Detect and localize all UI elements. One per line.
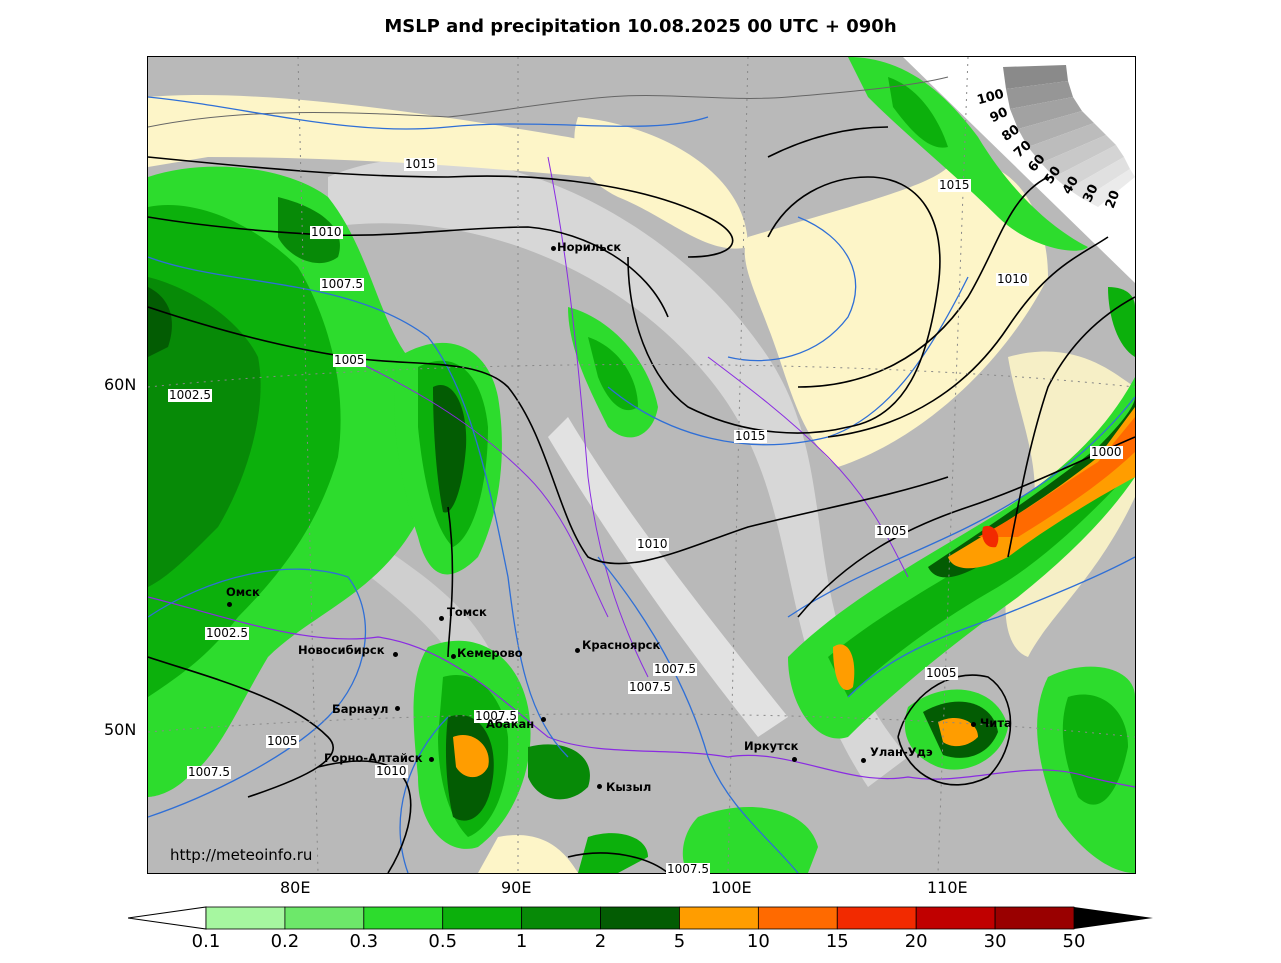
isobar-label: 1000 <box>1090 445 1123 459</box>
colorbar-tick-label: 5 <box>673 931 686 952</box>
isobar-label: 1007.5 <box>666 862 710 876</box>
isobar-label: 1010 <box>310 225 343 239</box>
colorbar-tick-label: 50 <box>1062 931 1086 952</box>
lon-label-80e: 80E <box>280 878 311 897</box>
city-marker <box>575 648 580 653</box>
city-marker <box>429 757 434 762</box>
colorbar-cell <box>442 906 523 930</box>
isobar-label: 1002.5 <box>205 626 249 640</box>
colorbar-cell <box>205 906 286 930</box>
colorbar-cell <box>521 906 601 930</box>
city-marker <box>541 717 546 722</box>
city-marker <box>792 757 797 762</box>
isobar-label: 1007.5 <box>474 709 518 723</box>
colorbar-cell <box>994 906 1075 930</box>
isobar-label: 1007.5 <box>320 277 364 291</box>
city-label-omsk: Омск <box>226 585 260 599</box>
isobar-label: 1007.5 <box>628 680 672 694</box>
colorbar-tick-label: 0.3 <box>349 931 379 952</box>
colorbar-tick-label: 0.5 <box>428 931 458 952</box>
city-label-kemerovo: Кемерово <box>457 646 523 660</box>
city-label-norilsk: Норильск <box>557 240 622 254</box>
isobar-label: 1007.5 <box>653 662 697 676</box>
city-label-irkutsk: Иркутск <box>744 739 799 753</box>
isobar-label: 1007.5 <box>187 765 231 779</box>
colorbar-cell <box>600 906 680 930</box>
city-label-krasnoyarsk: Красноярск <box>582 638 661 652</box>
colorbar-tick-label: 0.2 <box>270 931 300 952</box>
lon-label-90e: 90E <box>501 878 532 897</box>
isobar-label: 1010 <box>375 764 408 778</box>
isobar-label: 1015 <box>734 429 767 443</box>
isobar-label: 1005 <box>333 353 366 367</box>
city-label-barnaul: Барнаул <box>332 702 389 716</box>
watermark-url: http://meteoinfo.ru <box>170 846 313 864</box>
isobar-label: 1010 <box>636 537 669 551</box>
cloud-fan-scale <box>1003 65 1135 207</box>
colorbar-tick-label: 2 <box>594 931 607 952</box>
isobar-label: 1015 <box>938 178 971 192</box>
city-marker <box>393 652 398 657</box>
colorbar-cell <box>757 906 838 930</box>
city-marker <box>861 758 866 763</box>
city-label-kyzyl: Кызыл <box>606 780 652 794</box>
colorbar-cell <box>836 906 917 930</box>
colorbar-cell <box>915 906 996 930</box>
city-label-ulan-ude: Улан-Удэ <box>870 745 933 759</box>
isobar-label: 1005 <box>875 524 908 538</box>
colorbar-cell <box>363 906 444 930</box>
chart-title: MSLP and precipitation 10.08.2025 00 UTC… <box>384 16 897 37</box>
map-canvas <box>148 57 1135 873</box>
city-marker <box>395 706 400 711</box>
city-marker <box>227 602 232 607</box>
city-label-tomsk: Томск <box>447 605 487 619</box>
city-marker <box>451 654 456 659</box>
isobar-label: 1005 <box>266 734 299 748</box>
colorbar-tick-label: 20 <box>904 931 928 952</box>
isobar-label: 1015 <box>404 157 437 171</box>
isobar-label: 1010 <box>996 272 1029 286</box>
city-label-gorno-altaysk: Горно-Алтайск <box>324 751 423 765</box>
colorbar-tick-label: 1 <box>515 931 528 952</box>
lon-label-110e: 110E <box>927 878 968 897</box>
city-marker <box>439 616 444 621</box>
precip-colorbar <box>128 906 1153 930</box>
colorbar-cell <box>284 906 365 930</box>
city-label-chita: Чита <box>980 716 1012 730</box>
city-marker <box>971 722 976 727</box>
lat-label-50n: 50N <box>104 720 137 739</box>
city-marker <box>597 784 602 789</box>
isobar-label: 1005 <box>925 666 958 680</box>
colorbar-cell <box>679 906 759 930</box>
map-panel <box>147 56 1136 874</box>
colorbar-tick-label: 10 <box>746 931 770 952</box>
lat-label-60n: 60N <box>104 375 137 394</box>
lon-label-100e: 100E <box>711 878 752 897</box>
colorbar-tick-label: 0.1 <box>191 931 221 952</box>
colorbar-tick-label: 15 <box>825 931 849 952</box>
city-marker <box>551 246 556 251</box>
city-label-novosibirsk: Новосибирск <box>298 643 385 657</box>
city-label-abakan: Абакан <box>486 717 535 731</box>
isobar-label: 1002.5 <box>168 388 212 402</box>
colorbar-tick-label: 30 <box>983 931 1007 952</box>
